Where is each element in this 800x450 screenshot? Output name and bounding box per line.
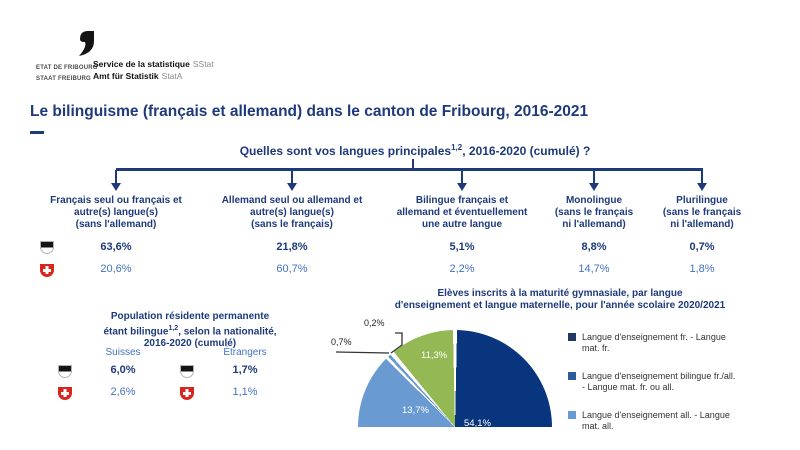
group-label: Suisses (105, 347, 141, 358)
question-text: Quelles sont vos langues principales (239, 144, 452, 158)
connector-stem (412, 159, 414, 169)
pie-label-54-1: 54,1% (464, 418, 491, 427)
fribourg-value: 1,7% (232, 364, 258, 376)
legend-item: Langue d'enseignement bilingue fr./all. … (568, 371, 796, 393)
pie-label-0-2: 0,2% (364, 318, 385, 328)
question-footnote-sup: 1,2 (451, 143, 463, 152)
pie-label-13-7: 13,7% (402, 405, 429, 416)
nationality-footnote-sup: 1,2 (168, 325, 179, 332)
swiss-value: 20,6% (100, 263, 132, 275)
connector-branch (291, 170, 293, 183)
legend-label: Langue d'enseignement fr. - Langue mat. … (582, 332, 726, 353)
page-title: Le bilinguisme (français et allemand) da… (30, 103, 589, 120)
legend-swatch-lightblue-icon (568, 411, 576, 419)
legend-swatch-midblue-icon (568, 372, 576, 380)
swiss-value: 14,7% (578, 263, 610, 275)
fribourg-value: 6,0% (110, 364, 136, 376)
legend-item: Langue d'enseignement all. - Langue mat.… (568, 410, 796, 432)
question-suffix: , 2016-2020 (cumulé) ? (462, 144, 591, 158)
language-column-3: Bilingue français et allemand et éventue… (382, 195, 542, 276)
swiss-value: 1,1% (232, 386, 258, 398)
legend-swatch-navy-icon (568, 333, 576, 341)
swiss-value: 2,6% (110, 386, 136, 398)
logo-org-line1: ETAT DE FRIBOURG (36, 65, 98, 71)
apostrophe-glyph (79, 31, 94, 56)
question-heading: Quelles sont vos langues principales1,2,… (110, 143, 720, 158)
pie-chart: 0,2% 0,7% 54,1% 13,7% 11,3% (330, 315, 575, 432)
language-column-1: Français seul ou français et autre(s) la… (36, 195, 196, 276)
fribourg-logo-icon (76, 30, 97, 57)
arrow-down-icon (697, 183, 707, 191)
nationality-title-text: Population résidente permanente étant bi… (103, 311, 270, 338)
legend-label: Langue d'enseignement all. - Langue mat.… (582, 410, 730, 431)
language-column-5: Plurilingue (sans le français ni l'allem… (652, 195, 752, 276)
language-column-2: Allemand seul ou allemand et autre(s) la… (212, 195, 372, 276)
arrow-down-icon (457, 183, 467, 191)
logo-org-name: ETAT DE FRIBOURG STAAT FREIBURG (36, 63, 98, 85)
swiss-value: 2,2% (449, 263, 475, 275)
swiss-value: 1,8% (689, 263, 715, 275)
nationality-group-foreigners: Étrangers 1,7% 1,1% (177, 345, 292, 407)
fribourg-value: 63,6% (100, 241, 132, 253)
service-name-fr: Service de la statistique (93, 59, 190, 69)
legend-label: Langue d'enseignement bilingue fr./all. … (582, 371, 736, 392)
swiss-flag-icon (40, 264, 54, 277)
fribourg-flag-icon (180, 365, 194, 378)
title-dash-icon (30, 131, 44, 134)
fribourg-value: 5,1% (449, 241, 475, 253)
connector-branch (593, 170, 595, 183)
language-column-label: Plurilingue (sans le français ni l'allem… (662, 195, 742, 230)
language-column-label: Monolingue (sans le français ni l'allema… (554, 195, 634, 230)
language-column-4: Monolingue (sans le français ni l'allema… (544, 195, 644, 276)
fribourg-value: 21,8% (276, 241, 308, 253)
connector-horizontal-line (116, 168, 703, 171)
legend-item: Langue d'enseignement fr. - Langue mat. … (568, 332, 796, 354)
nationality-title-suffix: , selon la nationalité, 2016-2020 (cumul… (143, 326, 277, 350)
connector-branch (115, 170, 117, 183)
arrow-down-icon (589, 183, 599, 191)
service-abbr-de: StatA (161, 71, 183, 81)
arrow-down-icon (111, 183, 121, 191)
connector-branch (701, 170, 703, 183)
service-abbr-fr: SStat (192, 59, 214, 69)
fribourg-flag-icon (58, 365, 72, 378)
nationality-title: Population résidente permanente étant bi… (55, 299, 325, 350)
language-column-label: Bilingue français et allemand et éventue… (396, 195, 528, 230)
nationality-group-swiss: Suisses 6,0% 2,6% (55, 345, 170, 407)
logo-org-line2: STAAT FREIBURG (36, 76, 91, 82)
pie-label-0-7: 0,7% (331, 337, 352, 347)
fribourg-flag-icon (40, 241, 54, 254)
fribourg-value: 8,8% (581, 241, 607, 253)
pie-clip-region: 54,1% 13,7% 11,3% (358, 330, 552, 427)
swiss-flag-icon (58, 387, 72, 400)
swiss-value: 60,7% (276, 263, 308, 275)
fribourg-value: 0,7% (689, 241, 715, 253)
connector-branch (461, 170, 463, 183)
arrow-down-icon (287, 183, 297, 191)
pie-slices (358, 330, 552, 427)
pie-legend: Langue d'enseignement fr. - Langue mat. … (568, 332, 796, 449)
language-column-label: Allemand seul ou allemand et autre(s) la… (221, 195, 363, 230)
group-label: Étrangers (223, 347, 267, 358)
pie-label-11-3: 11,3% (421, 350, 448, 361)
language-column-label: Français seul ou français et autre(s) la… (50, 195, 182, 230)
pie-chart-title: Elèves inscrits à la maturité gymnasiale… (394, 288, 726, 311)
service-name-de: Amt für Statistik (93, 71, 159, 81)
logo-service-name: Service de la statistique SStat Amt für S… (93, 58, 214, 82)
swiss-flag-icon (180, 387, 194, 400)
